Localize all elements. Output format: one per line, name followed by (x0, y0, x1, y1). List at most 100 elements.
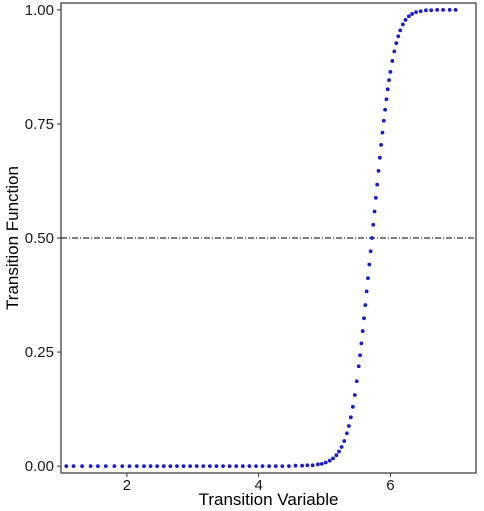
data-point (319, 461, 324, 466)
data-point (247, 464, 252, 469)
data-point (310, 463, 315, 468)
x-tick-label: 2 (123, 477, 131, 494)
data-point (254, 464, 258, 469)
data-point (363, 303, 368, 307)
data-point (398, 28, 403, 33)
data-point (400, 22, 405, 27)
data-point (331, 456, 335, 461)
data-point (323, 460, 328, 465)
data-point (359, 341, 364, 346)
y-tick-label: 0.50 (25, 230, 54, 247)
data-point (95, 464, 100, 469)
data-point (120, 464, 125, 469)
data-point (344, 431, 349, 436)
data-point (175, 464, 179, 469)
data-point (367, 262, 372, 267)
y-tick-label: 0.75 (25, 116, 54, 133)
x-tick-label: 4 (254, 477, 262, 494)
data-point (273, 464, 278, 469)
data-point (364, 289, 369, 294)
data-point (366, 276, 370, 281)
data-point (377, 155, 382, 160)
data-point (287, 464, 291, 469)
data-point (441, 7, 445, 12)
y-tick-label: 0.25 (25, 344, 54, 361)
x-axis: 2 4 6 (123, 473, 395, 494)
data-point (181, 464, 186, 469)
data-point (392, 49, 397, 54)
data-point (429, 8, 434, 13)
y-axis-title: Transition Function (3, 166, 22, 310)
data-point (447, 7, 452, 12)
data-point (267, 464, 272, 469)
data-point (418, 9, 423, 14)
data-points (64, 7, 458, 469)
data-point (380, 130, 385, 135)
data-point (112, 464, 117, 469)
data-point (227, 464, 232, 469)
x-axis-title: Transition Variable (199, 490, 339, 509)
y-tick-label: 0.00 (25, 458, 54, 475)
data-point (134, 464, 139, 469)
data-point (280, 464, 285, 469)
data-point (188, 464, 193, 469)
data-point (327, 458, 332, 463)
data-point (305, 463, 310, 468)
data-point (155, 464, 160, 469)
data-point (71, 464, 76, 469)
data-point (385, 87, 390, 92)
data-point (373, 195, 378, 200)
data-point (362, 316, 366, 321)
data-point (414, 10, 418, 15)
data-point (388, 70, 393, 74)
data-point (435, 7, 440, 12)
data-point (161, 464, 166, 469)
data-point (88, 464, 93, 469)
data-point (370, 236, 374, 240)
data-point (358, 353, 362, 358)
data-point (403, 17, 408, 22)
data-point (375, 182, 380, 187)
data-point (168, 464, 173, 469)
data-point (316, 462, 320, 467)
data-point (356, 364, 361, 369)
data-point (260, 464, 265, 469)
data-point (103, 464, 108, 469)
data-point (127, 464, 132, 469)
data-point (406, 14, 411, 19)
data-point (64, 464, 69, 469)
data-point (394, 41, 399, 46)
data-point (148, 464, 153, 469)
data-point (142, 464, 146, 469)
data-point (221, 464, 225, 469)
data-point (334, 453, 339, 458)
data-point (240, 464, 245, 469)
data-point (346, 424, 351, 428)
data-point (207, 464, 212, 469)
data-point (396, 34, 401, 39)
data-point (368, 249, 373, 254)
data-point (383, 107, 387, 112)
data-point (234, 464, 239, 469)
data-point (300, 463, 304, 468)
data-point (372, 209, 377, 214)
data-point (342, 439, 347, 443)
data-point (80, 464, 84, 469)
data-point (339, 445, 344, 449)
data-point (371, 222, 376, 227)
data-point (424, 8, 428, 13)
data-point (293, 463, 298, 468)
data-point (410, 12, 415, 16)
y-axis: 0.00 0.25 0.50 0.75 1.00 (25, 2, 61, 475)
data-point (354, 379, 359, 384)
data-point (384, 97, 389, 102)
data-point (381, 118, 386, 123)
data-point (360, 329, 365, 333)
data-point (390, 59, 395, 63)
data-point (376, 169, 381, 173)
data-point (194, 464, 199, 469)
x-tick-label: 6 (386, 477, 394, 494)
data-point (337, 449, 341, 454)
data-point (453, 7, 458, 12)
